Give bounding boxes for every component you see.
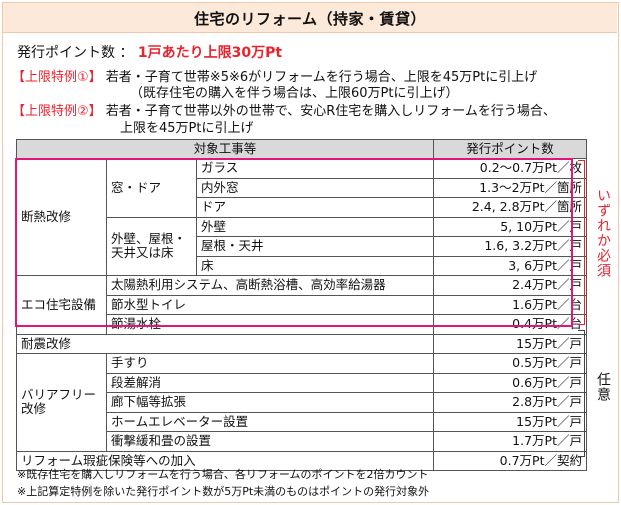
points-value: 1戸あたり上限30万Pt bbox=[137, 45, 283, 61]
points-cell: 3, 6万Pt／戸 bbox=[433, 255, 587, 276]
points-cell: 0.4万Pt／台 bbox=[433, 314, 587, 335]
table-row: 耐震改修 15万Pt／戸 bbox=[16, 333, 587, 354]
table-row: 屋根・天井 1.6, 3.2万Pt／戸 bbox=[17, 236, 587, 257]
points-label: 発行ポイント数 ： bbox=[17, 45, 134, 61]
points-cell: 0.6万Pt／戸 bbox=[433, 372, 587, 393]
item-cell: ドア bbox=[196, 197, 434, 218]
special1-text: 若者・子育て世帯※5※6がリフォームを行う場合、上限を45万Ptに引上げ bbox=[105, 70, 538, 85]
sub-exterior: 外壁、屋根・天井又は床 bbox=[106, 216, 197, 276]
table-row: エコ住宅設備 太陽熱利用システム、高断熱浴槽、高効率給湯器 2.4万Pt／戸 bbox=[16, 275, 587, 335]
points-cell: 0.2～0.7万Pt／枚 bbox=[433, 158, 587, 179]
item-cell: ホームエレベーター設置 bbox=[106, 411, 434, 432]
points-cell: 2.4, 2.8万Pt／箇所 bbox=[433, 197, 587, 218]
points-cell: 1.6万Pt／台 bbox=[433, 294, 587, 315]
header-points: 発行ポイント数 bbox=[433, 139, 587, 159]
item-cell: 手すり bbox=[106, 353, 434, 374]
points-line: 発行ポイント数 ： 1戸あたり上限30万Pt bbox=[17, 42, 282, 62]
item-cell: 床 bbox=[196, 255, 434, 276]
points-cell: 1.3～2万Pt／箇所 bbox=[433, 177, 587, 198]
cat-eco: エコ住宅設備 bbox=[16, 275, 107, 335]
table-row: 廊下幅等拡張 2.8万Pt／戸 bbox=[17, 392, 587, 413]
item-cell: 節湯水栓 bbox=[106, 314, 434, 335]
table-header-row: 対象工事等 発行ポイント数 bbox=[16, 139, 587, 159]
required-bracket bbox=[578, 160, 585, 325]
points-cell: 2.4万Pt／戸 bbox=[433, 275, 587, 296]
points-cell: 2.8万Pt／戸 bbox=[433, 392, 587, 413]
sub-window: 窓・ドア bbox=[106, 158, 197, 218]
item-cell: ガラス bbox=[196, 158, 434, 179]
special2-line: 【上限特例②】 若者・子育て世帯以外の世帯で、安心R住宅を購入しリフォームを行う… bbox=[12, 100, 556, 119]
points-cell: 0.5万Pt／戸 bbox=[433, 353, 587, 374]
table-row: リフォーム瑕疵保険等への加入 0.7万Pt／契約 bbox=[16, 450, 587, 471]
item-cell: 衝撃緩和畳の設置 bbox=[106, 431, 434, 452]
points-cell: 15万Pt／戸 bbox=[433, 333, 587, 354]
item-cell: 節水型トイレ bbox=[106, 294, 434, 315]
item-cell: リフォーム瑕疵保険等への加入 bbox=[16, 450, 434, 471]
table-row: バリアフリー改修 手すり 0.5万Pt／戸 bbox=[16, 353, 587, 452]
special1-tag: 【上限特例①】 bbox=[12, 70, 102, 85]
table-row: 節水型トイレ 1.6万Pt／台 bbox=[17, 294, 587, 315]
optional-label: 任意 bbox=[595, 372, 611, 402]
header-work: 対象工事等 bbox=[16, 139, 434, 159]
item-cell: 太陽熱利用システム、高断熱浴槽、高効率給湯器 bbox=[106, 275, 434, 296]
item-cell: 段差解消 bbox=[106, 372, 434, 393]
special1-sub: （既存住宅の購入を伴う場合は、上限60万Ptに引上げ） bbox=[130, 86, 459, 101]
table-row: 外壁、屋根・天井又は床 外壁 5, 10万Pt／戸 bbox=[17, 216, 587, 276]
item-cell: 耐震改修 bbox=[16, 333, 434, 354]
special1-line: 【上限特例①】 若者・子育て世帯※5※6がリフォームを行う場合、上限を45万Pt… bbox=[12, 66, 537, 85]
points-cell: 1.7万Pt／戸 bbox=[433, 431, 587, 452]
required-label: いずれか必須 bbox=[595, 188, 611, 278]
item-cell: 外壁 bbox=[196, 216, 434, 237]
note-2: ※上記算定特例を除いた発行ポイント数が5万Pt未満のものはポイントの発行対象外 bbox=[17, 485, 430, 498]
note-1: ※既存住宅を購入しリフォームを行う場合、各リフォームのポイントを2倍カウント bbox=[17, 468, 429, 481]
special2-sub: 上限を45万Ptに引上げ bbox=[120, 121, 254, 136]
special2-tag: 【上限特例②】 bbox=[12, 104, 102, 119]
cat-barrier: バリアフリー改修 bbox=[16, 353, 107, 452]
item-cell: 屋根・天井 bbox=[196, 236, 434, 257]
table-row: 断熱改修 窓・ドア ガラス 0.2～0.7万Pt／枚 bbox=[16, 158, 587, 276]
item-cell: 内外窓 bbox=[196, 177, 434, 198]
title-band: 住宅のリフォーム（持家・賃貸） bbox=[3, 3, 617, 33]
special2-text: 若者・子育て世帯以外の世帯で、安心R住宅を購入しリフォームを行う場合、 bbox=[105, 104, 556, 119]
table-row: 内外窓 1.3～2万Pt／箇所 bbox=[17, 177, 587, 198]
points-cell: 5, 10万Pt／戸 bbox=[433, 216, 587, 237]
works-table: 対象工事等 発行ポイント数 断熱改修 窓・ドア ガラス 0.2～0.7万Pt／枚… bbox=[16, 139, 587, 471]
cat-insulation: 断熱改修 bbox=[16, 158, 107, 276]
points-cell: 1.6, 3.2万Pt／戸 bbox=[433, 236, 587, 257]
points-cell: 0.7万Pt／契約 bbox=[433, 450, 587, 471]
page-title: 住宅のリフォーム（持家・賃貸） bbox=[193, 10, 427, 28]
points-cell: 15万Pt／戸 bbox=[433, 411, 587, 432]
table-row: 衝撃緩和畳の設置 1.7万Pt／戸 bbox=[17, 431, 587, 452]
optional-bracket bbox=[578, 330, 585, 457]
item-cell: 廊下幅等拡張 bbox=[106, 392, 434, 413]
table-row: ホームエレベーター設置 15万Pt／戸 bbox=[17, 411, 587, 432]
